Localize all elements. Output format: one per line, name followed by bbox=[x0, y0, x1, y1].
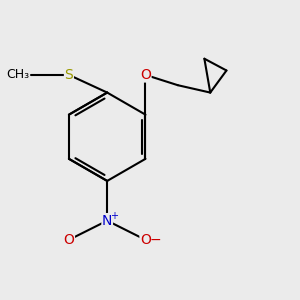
Text: +: + bbox=[110, 211, 118, 221]
Text: N: N bbox=[102, 214, 112, 228]
Text: −: − bbox=[149, 233, 161, 247]
Text: S: S bbox=[64, 68, 73, 82]
Text: O: O bbox=[64, 233, 74, 247]
Text: O: O bbox=[140, 68, 151, 82]
Text: CH₃: CH₃ bbox=[6, 68, 29, 81]
Text: O: O bbox=[140, 233, 151, 247]
